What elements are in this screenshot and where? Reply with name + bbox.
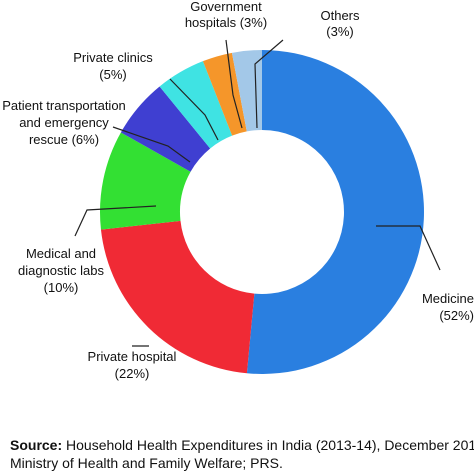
label-transport: Patient transportation and emergency rescu… [2, 98, 126, 147]
label-others: Others (3%) [320, 8, 360, 39]
slice-labels: Medicine (52%) Private hospital (22%) Medica… [2, 0, 474, 381]
label-labs-line-3: (10%) [44, 280, 79, 295]
leader-government [225, 39, 243, 129]
slice-medicine [246, 50, 425, 374]
label-labs-line-2: diagnostic labs [18, 263, 104, 278]
label-labs-line-1: Medical and [26, 246, 96, 261]
label-government-line-2: hospitals (3%) [185, 15, 267, 30]
slice-private-hospital [100, 220, 255, 374]
leader-lines [74, 39, 441, 347]
label-private-hospital-line-2: (22%) [115, 366, 150, 381]
label-government-line-1: Government [190, 0, 262, 14]
leader-others [254, 39, 284, 129]
label-transport-line-1: Patient transportation [2, 98, 126, 113]
source-label: Source: [10, 437, 63, 453]
source-line-1: Household Health Expenditures in India (… [62, 437, 474, 453]
label-private-hospital-line-1: Private hospital [88, 349, 177, 364]
label-clinics: Private clinics (5%) [73, 50, 153, 82]
source-note: Source: Household Health Expenditures in… [10, 436, 474, 472]
source-line-2: Ministry of Health and Family Welfare; P… [10, 455, 283, 471]
leader-medicine [376, 225, 441, 271]
leader-clinics [169, 78, 219, 141]
label-private-hospital: Private hospital (22%) [88, 349, 177, 381]
label-transport-line-2: and emergency [19, 115, 109, 130]
label-medicine-line-2: (52%) [439, 308, 474, 323]
slice-others [231, 50, 262, 132]
slice-patient-transportation-and-emergency-rescue [120, 86, 211, 172]
label-medicine-line-1: Medicine [422, 291, 474, 306]
slice-government-hospitals [202, 52, 247, 136]
label-others-line-1: Others [320, 8, 360, 23]
label-medicine: Medicine (52%) [422, 291, 474, 323]
label-transport-line-3: rescue (6%) [29, 132, 99, 147]
leader-labs [74, 205, 157, 237]
label-clinics-line-2: (5%) [99, 67, 126, 82]
slice-medical-and-diagnostic-labs [100, 132, 191, 230]
label-government: Government hospitals (3%) [185, 0, 267, 30]
label-others-line-2: (3%) [326, 24, 353, 39]
donut-slices [100, 50, 425, 374]
label-labs: Medical and diagnostic labs (10%) [18, 246, 104, 295]
leader-transport [112, 126, 191, 163]
label-clinics-line-1: Private clinics [73, 50, 153, 65]
